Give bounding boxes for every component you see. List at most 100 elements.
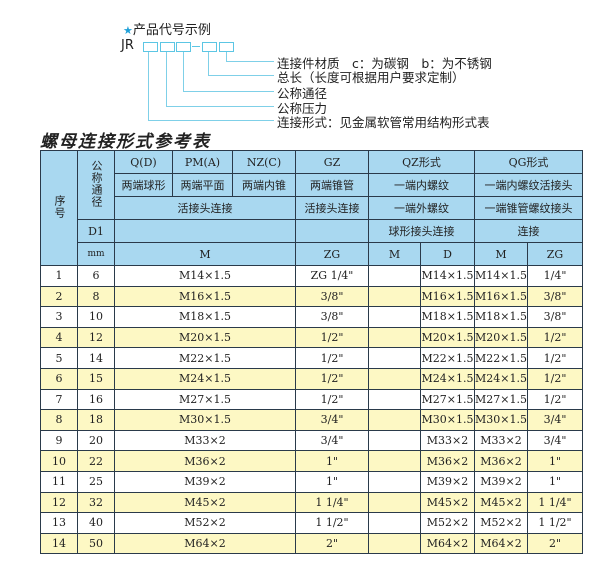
m-cell: M52×2: [114, 512, 296, 534]
m-cell: M27×1.5: [114, 388, 296, 411]
table-row: 13 40 M52×2 1 1/2" M52×2 M52×2 1 1/2": [40, 512, 583, 534]
table-row: 6 15 M24×1.5 1/2" M24×1.5 M24×1.5 1/2": [40, 367, 583, 390]
qz-m-cell: [368, 470, 421, 493]
label-pressure: 公称压力: [277, 101, 328, 116]
dn-cell: 50: [77, 532, 115, 555]
qz-m-cell: [368, 265, 421, 287]
dn-header-text: 公称通径: [90, 159, 103, 208]
table-row: 10 22 M36×2 1" M36×2 M36×2 1": [40, 450, 583, 472]
seq-cell: 10: [40, 450, 78, 472]
dn-cell: 12: [77, 326, 115, 349]
leader-line: [226, 52, 227, 61]
qg-m-cell: M14×1.5: [474, 265, 528, 287]
label-diameter: 公称通径: [277, 86, 328, 101]
table-row: 5 14 M22×1.5 1/2" M22×1.5 M22×1.5 1/2": [40, 347, 583, 369]
qz-d-cell: M39×2: [420, 470, 475, 493]
table-row: 8 18 M30×1.5 3/4" M30×1.5 M30×1.5 3/4": [40, 409, 583, 431]
seq-cell: 5: [40, 347, 78, 369]
zg-header: ZG: [295, 242, 369, 266]
m-cell: M33×2: [114, 429, 296, 452]
qg-zg-cell: 1/2": [527, 367, 583, 390]
qg-desc3: 连接: [474, 219, 583, 243]
code-prefix: JR: [121, 38, 134, 53]
title-text: 产品代号示例: [132, 23, 211, 38]
qz-desc2: 一端外螺纹: [368, 196, 475, 220]
union-desc: 活接头连接: [114, 196, 296, 220]
table-row: 3 10 M18×1.5 3/8" M18×1.5 M18×1.5 3/8": [40, 306, 583, 328]
qz-m-cell: [368, 347, 421, 369]
seq-cell: 13: [40, 512, 78, 534]
q-header: Q(D): [114, 150, 173, 174]
gz-cell: 1 1/4": [295, 491, 369, 514]
gz-cell: 1": [295, 450, 369, 472]
dn-cell: 10: [77, 306, 115, 328]
gz-cell: 3/4": [295, 429, 369, 452]
gz-cell: 1/2": [295, 347, 369, 369]
nz-desc: 两端内锥: [232, 173, 296, 197]
m-cell: M24×1.5: [114, 367, 296, 390]
gz-desc: 两端锥管: [295, 173, 369, 197]
qz-m-cell: [368, 306, 421, 328]
empty-cell: [295, 219, 369, 243]
gz-header: GZ: [295, 150, 369, 174]
qg-m-cell: M33×2: [474, 429, 528, 452]
qg-zg-cell: 3/8": [527, 306, 583, 328]
qg-zg-cell: 1": [527, 450, 583, 472]
label-length: 总长（长度可根据用户要求定制）: [277, 70, 465, 85]
qz-d-cell: M52×2: [420, 512, 475, 534]
code-box: [219, 42, 234, 52]
seq-cell: 4: [40, 326, 78, 349]
qg-zg-cell: 1 1/4": [527, 491, 583, 514]
pm-desc: 两端平面: [172, 173, 233, 197]
seq-cell: 11: [40, 470, 78, 493]
qz-d-cell: M36×2: [420, 450, 475, 472]
q-desc: 两端球形: [114, 173, 173, 197]
gz-cell: 1/2": [295, 326, 369, 349]
qg-m-cell: M52×2: [474, 512, 528, 534]
leader-line: [208, 75, 274, 76]
qg-m-cell: M22×1.5: [474, 347, 528, 369]
qz-m-header: M: [368, 242, 421, 266]
m-cell: M18×1.5: [114, 306, 296, 328]
qg-header: QG形式: [474, 150, 583, 174]
dash: [192, 46, 200, 47]
code-box: [160, 42, 175, 52]
gz-cell: 1/2": [295, 367, 369, 390]
leader-line: [148, 52, 149, 120]
qz-m-cell: [368, 388, 421, 411]
qg-zg-cell: 3/4": [527, 429, 583, 452]
m-cell: M45×2: [114, 491, 296, 514]
qz-desc1: 一端内螺纹: [368, 173, 475, 197]
table-row: 9 20 M33×2 3/4" M33×2 M33×2 3/4": [40, 429, 583, 452]
seq-cell: 2: [40, 285, 78, 308]
qg-zg-cell: 1/2": [527, 388, 583, 411]
leader-line: [226, 61, 274, 62]
qg-m-header: M: [474, 242, 528, 266]
qz-m-cell: [368, 512, 421, 534]
m-cell: M22×1.5: [114, 347, 296, 369]
code-box: [202, 42, 217, 52]
qz-header: QZ形式: [368, 150, 475, 174]
m-cell: M20×1.5: [114, 326, 296, 349]
pm-header: PM(A): [172, 150, 233, 174]
table-row: 14 50 M64×2 2" M64×2 M64×2 2": [40, 532, 583, 555]
qg-desc2: 一端锥管螺纹接头: [474, 196, 583, 220]
qg-m-cell: M20×1.5: [474, 326, 528, 349]
qg-zg-cell: 3/8": [527, 285, 583, 308]
d1-header: D1: [77, 219, 115, 243]
table-row: 1 6 M14×1.5 ZG 1/4" M14×1.5 M14×1.5 1/4": [40, 265, 583, 287]
nut-connection-table: 序号 公称通径 Q(D) PM(A) NZ(C) GZ QZ形式 QG形式 两端…: [40, 150, 583, 555]
qz-d-cell: M30×1.5: [420, 409, 475, 431]
qz-m-cell: [368, 491, 421, 514]
m-cell: M39×2: [114, 470, 296, 493]
gz-cell: 1 1/2": [295, 512, 369, 534]
m-header: M: [114, 242, 296, 266]
dn-cell: 25: [77, 470, 115, 493]
qz-m-cell: [368, 532, 421, 555]
qz-d-cell: M20×1.5: [420, 326, 475, 349]
gz-cell: 3/8": [295, 306, 369, 328]
dn-cell: 14: [77, 347, 115, 369]
gz-cell: ZG 1/4": [295, 265, 369, 287]
qz-d-cell: M18×1.5: [420, 306, 475, 328]
qg-m-cell: M24×1.5: [474, 367, 528, 390]
